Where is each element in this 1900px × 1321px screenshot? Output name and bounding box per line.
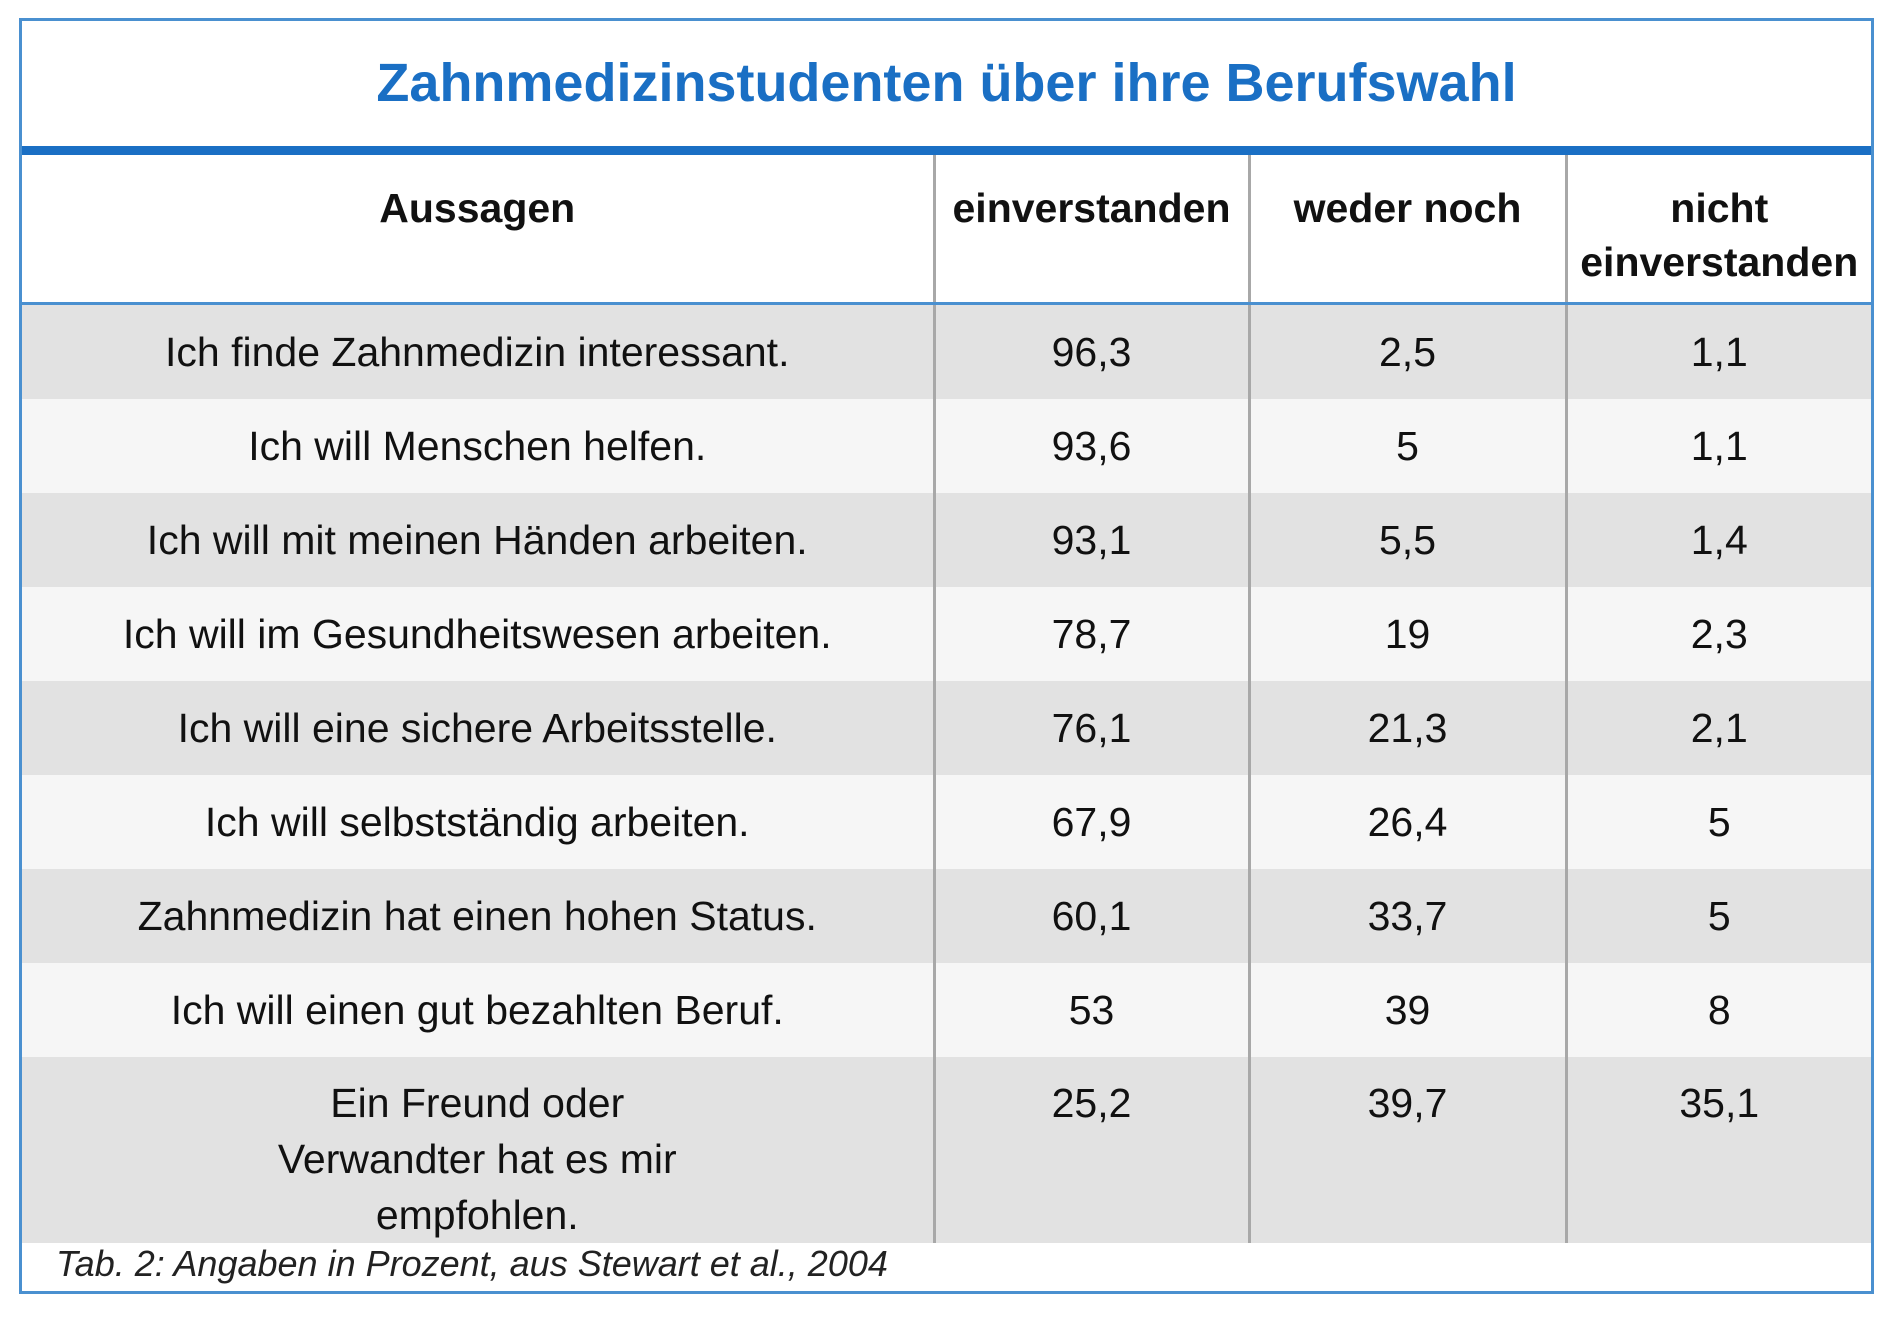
statement-cell: Ich will selbstständig arbeiten.: [22, 774, 934, 869]
table-row: Ich finde Zahnmedizin interessant. 96,3 2,…: [22, 303, 1871, 399]
value-cell: 2,3: [1564, 586, 1871, 681]
value-cell: 25,2: [932, 1056, 1249, 1243]
statement-cell: Ich will Menschen helfen.: [22, 398, 934, 493]
value-cell: 78,7: [932, 586, 1249, 681]
caption: Tab. 2: Angaben in Prozent, aus Stewart …: [56, 1243, 888, 1284]
table-row: Zahnmedizin hat einen hohen Status. 60,1 3…: [22, 868, 1871, 963]
value-cell: 5: [1564, 868, 1871, 963]
statement-cell: Ich will einen gut bezahlten Beruf.: [22, 962, 934, 1057]
statement-cell: Ich will eine sichere Arbeitsstelle.: [22, 680, 934, 775]
table-frame: Zahnmedizinstudenten über ihre Berufswah…: [19, 18, 1874, 1294]
table: Aussagen einverstanden weder noch nicht ein…: [22, 155, 1871, 1243]
value-cell: 8: [1564, 962, 1871, 1057]
value-cell: 93,1: [932, 492, 1249, 587]
table-row: Ich will im Gesundheitswesen arbeiten. 78…: [22, 586, 1871, 681]
value-cell: 1,1: [1564, 303, 1871, 399]
value-cell: 19: [1247, 586, 1566, 681]
column-header: einverstanden: [932, 155, 1249, 305]
value-cell: 1,1: [1564, 398, 1871, 493]
statement-cell: Ein Freund oder Verwandter hat es mir em…: [22, 1056, 934, 1243]
table-row: Ich will selbstständig arbeiten. 67,9 26,4…: [22, 774, 1871, 869]
value-cell: 2,1: [1564, 680, 1871, 775]
statement-cell: Zahnmedizin hat einen hohen Status.: [22, 868, 934, 963]
value-cell: 53: [932, 962, 1249, 1057]
statement-cell: Ich will im Gesundheitswesen arbeiten.: [22, 586, 934, 681]
value-cell: 96,3: [932, 303, 1249, 399]
value-cell: 60,1: [932, 868, 1249, 963]
column-header: weder noch: [1247, 155, 1566, 305]
column-header: nicht einverstanden: [1564, 155, 1871, 305]
value-cell: 93,6: [932, 398, 1249, 493]
value-cell: 26,4: [1247, 774, 1566, 869]
value-cell: 21,3: [1247, 680, 1566, 775]
value-cell: 76,1: [932, 680, 1249, 775]
value-cell: 39,7: [1247, 1056, 1566, 1243]
value-cell: 5: [1247, 398, 1566, 493]
table-row: Ich will einen gut bezahlten Beruf. 53 39 8: [22, 962, 1871, 1057]
statement-cell: Ich will mit meinen Händen arbeiten.: [22, 492, 934, 587]
header-row: Aussagen einverstanden weder noch nicht ein…: [22, 155, 1871, 305]
table-body: Ich finde Zahnmedizin interessant. 96,3 2,…: [22, 303, 1871, 1243]
table-row: Ich will eine sichere Arbeitsstelle. 76,1…: [22, 680, 1871, 775]
table-row: Ich will Menschen helfen. 93,6 5 1,1: [22, 398, 1871, 493]
value-cell: 39: [1247, 962, 1566, 1057]
value-cell: 5,5: [1247, 492, 1566, 587]
value-cell: 67,9: [932, 774, 1249, 869]
table-row: Ich will mit meinen Händen arbeiten. 93,1…: [22, 492, 1871, 587]
value-cell: 35,1: [1564, 1056, 1871, 1243]
title: Zahnmedizinstudenten über ihre Berufswah…: [376, 53, 1517, 113]
value-cell: 5: [1564, 774, 1871, 869]
value-cell: 1,4: [1564, 492, 1871, 587]
value-cell: 2,5: [1247, 303, 1566, 399]
value-cell: 33,7: [1247, 868, 1566, 963]
title-rule: [22, 146, 1871, 155]
statement-cell: Ich finde Zahnmedizin interessant.: [22, 303, 934, 399]
table-row: Ein Freund oder Verwandter hat es mir em…: [22, 1056, 1871, 1243]
column-header: Aussagen: [22, 155, 934, 305]
